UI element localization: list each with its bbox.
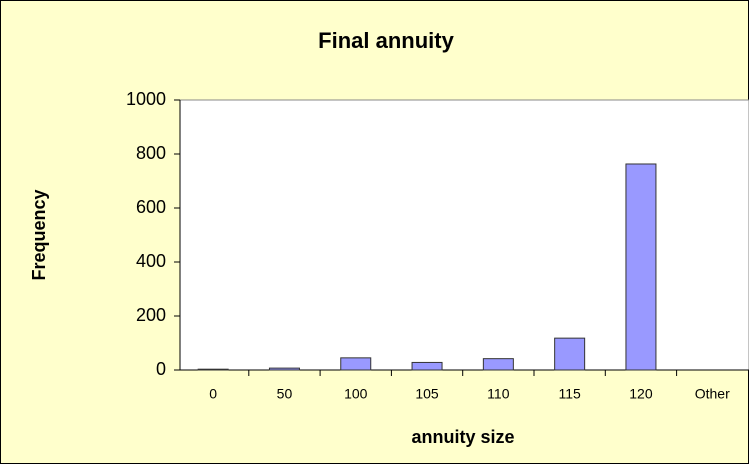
bar [340, 357, 372, 371]
y-axis-title: Frequency [29, 189, 49, 280]
x-tick-label: 115 [558, 386, 581, 402]
plot-area [179, 99, 749, 371]
x-tick-label: 110 [487, 386, 510, 402]
bar [625, 163, 657, 371]
chart-title: Final annuity [318, 28, 454, 53]
bar [268, 367, 300, 371]
y-tick-label: 400 [136, 251, 166, 271]
bar [554, 337, 586, 371]
x-tick-label: 100 [344, 386, 368, 402]
y-tick-label: 200 [136, 305, 166, 325]
bar [482, 358, 514, 371]
y-tick-label: 1000 [126, 89, 166, 109]
x-axis-title: annuity size [411, 427, 514, 447]
x-tick-label: 0 [209, 386, 217, 402]
x-tick-label: 50 [277, 386, 293, 402]
x-tick-label: Other [695, 386, 730, 402]
y-tick-label: 600 [136, 197, 166, 217]
bar [197, 368, 229, 371]
x-tick-label: 120 [629, 386, 653, 402]
x-tick-label: 105 [415, 386, 439, 402]
bar [411, 361, 443, 371]
y-tick-label: 0 [156, 359, 166, 379]
y-tick-label: 800 [136, 143, 166, 163]
